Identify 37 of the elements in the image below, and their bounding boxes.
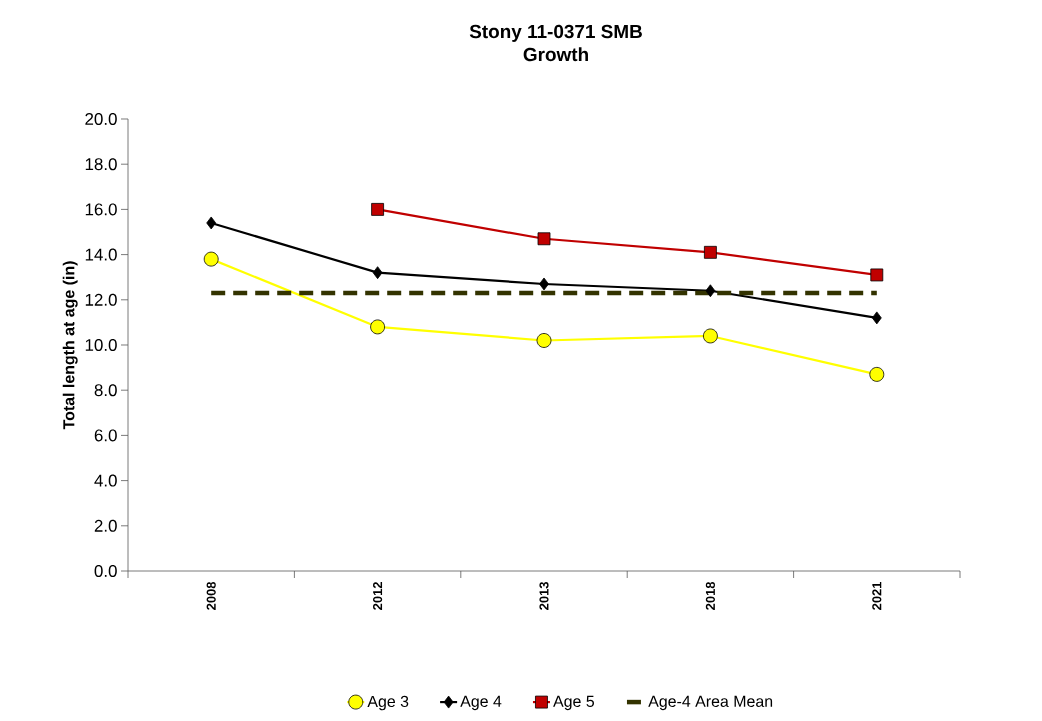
point (203, 251, 219, 267)
point (869, 366, 885, 382)
y-tick-label: 8.0 (94, 384, 117, 397)
x-tick-label: 2008 (206, 581, 216, 610)
x-tick-label: 2013 (539, 582, 549, 610)
legend-label: Age 5 (553, 695, 595, 711)
point (539, 277, 549, 291)
point (537, 232, 551, 246)
point (705, 284, 716, 298)
y-tick-label: 6.0 (94, 429, 117, 442)
y-tick-label: 0.0 (94, 565, 117, 577)
y-tick-label: 20.0 (85, 113, 117, 125)
point (536, 333, 552, 348)
y-tick-label: 12.0 (85, 293, 117, 306)
y-tick-label: 14.0 (85, 248, 117, 261)
legend-label: Age-4 Area Mean (648, 695, 773, 711)
chart-title: Stony 11-0371 SMB (469, 24, 642, 42)
point (372, 266, 383, 280)
point (870, 268, 884, 282)
y-tick-label: 10.0 (85, 339, 117, 351)
point (370, 319, 385, 335)
chart-subtitle: Growth (523, 47, 588, 62)
y-axis-title: Total length at age (in) (62, 261, 78, 430)
x-tick-label: 2021 (872, 581, 882, 610)
y-tick-label: 18.0 (85, 158, 117, 171)
legend-label: Age 3 (367, 695, 409, 711)
y-tick-label: 2.0 (94, 519, 117, 532)
y-tick-label: 4.0 (94, 474, 117, 487)
x-tick-label: 2012 (373, 582, 383, 610)
point (703, 328, 718, 344)
point (871, 311, 882, 325)
point (371, 202, 384, 216)
point (704, 245, 717, 259)
point (206, 216, 217, 230)
y-tick-label: 16.0 (85, 203, 117, 216)
x-tick-label: 2018 (705, 581, 715, 610)
legend-label: Age 4 (460, 695, 502, 711)
